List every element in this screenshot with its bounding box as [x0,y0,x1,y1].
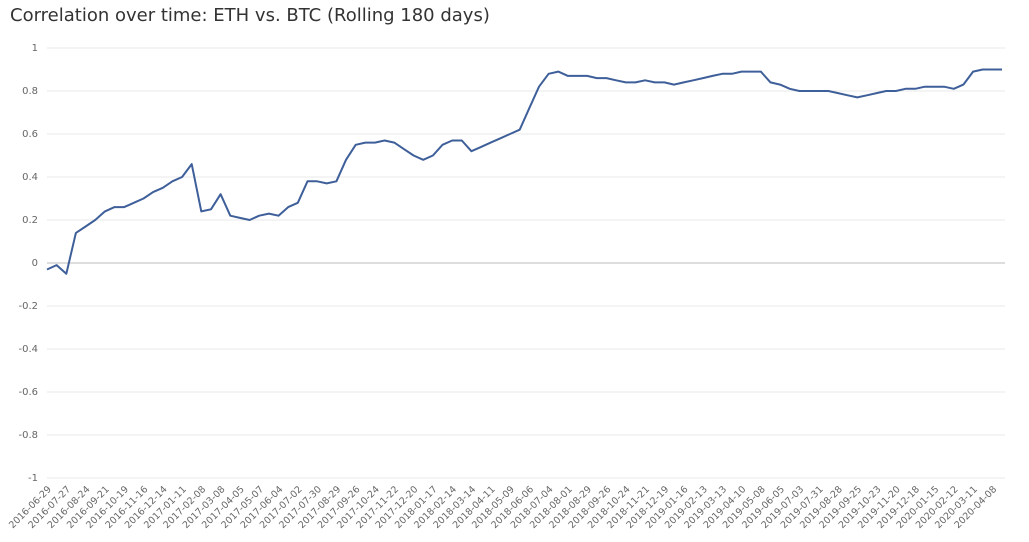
y-tick-label: -0.2 [18,301,38,312]
chart-title: Correlation over time: ETH vs. BTC (Roll… [10,5,490,26]
y-tick-label: 0.6 [22,129,38,140]
y-tick-label: 1 [32,43,38,54]
line [46,68,1002,275]
y-tick-label: 0 [32,258,38,269]
y-tick-label: -0.6 [18,387,38,398]
y-tick-label: -0.8 [18,430,38,441]
y-tick-label: 0.4 [22,172,38,183]
y-tick-label: 0.2 [22,215,38,226]
y-tick-label: -1 [28,473,38,484]
y-tick-label: -0.4 [18,344,38,355]
y-tick-label: 0.8 [22,86,38,97]
